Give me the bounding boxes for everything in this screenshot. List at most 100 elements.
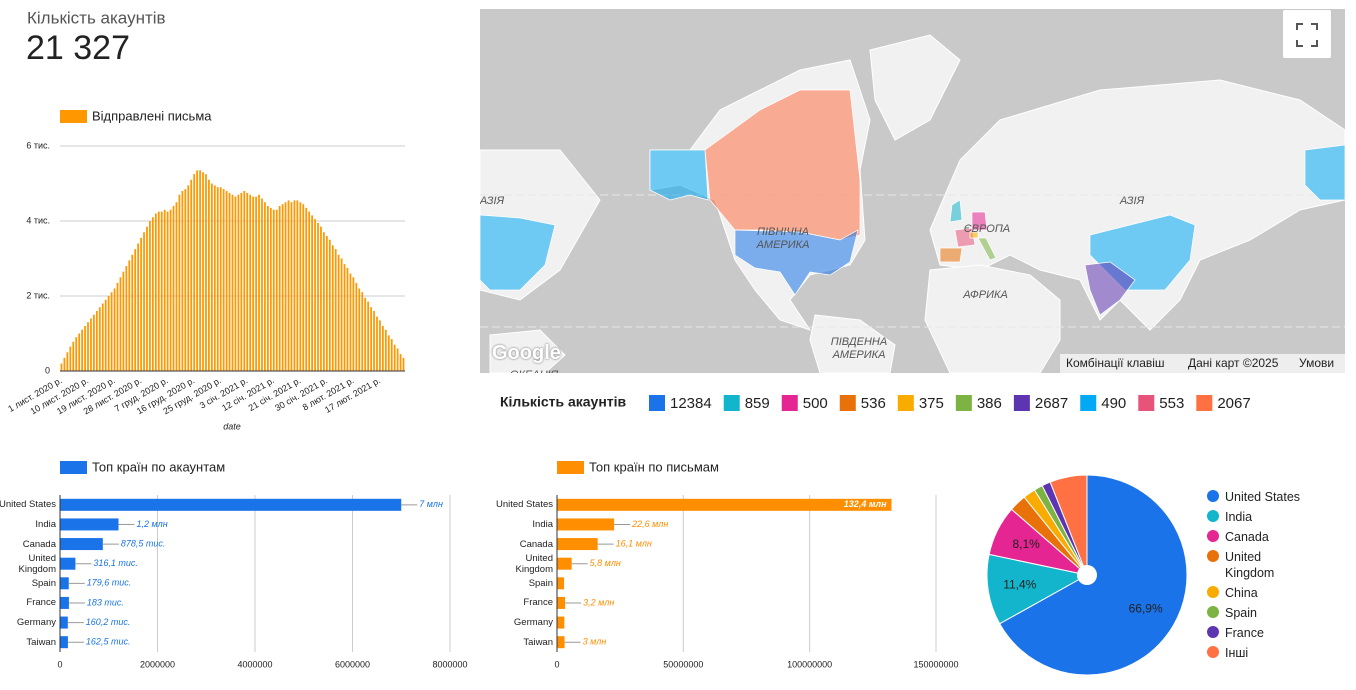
value-label: 162,5 тис. [86,637,131,647]
bar [231,194,234,371]
bar [101,303,104,371]
bar [290,202,293,371]
value-label: 132,4 млн [844,499,887,509]
legend-swatch [557,461,584,474]
bar [249,194,252,371]
bar [269,207,272,371]
bar [323,232,325,371]
bar [146,226,148,371]
bar [557,518,615,531]
bar [134,249,137,371]
value-label: 183 тис. [87,597,124,607]
legend-swatch [781,395,798,411]
x-tick-label: 100000000 [787,659,832,669]
legend-label: 386 [977,395,1002,412]
legend-swatch [1013,395,1030,411]
legend-label: Відправлені письма [92,108,212,123]
bar [208,179,210,371]
bar [382,326,384,371]
bar [107,296,110,371]
bar [205,174,207,371]
legend-label: United Kingdom [1225,550,1275,580]
value-label: 160,2 тис. [86,617,131,627]
x-tick-label: 0 [57,659,62,669]
bar [113,288,116,371]
bar [104,299,107,371]
bar [60,518,119,531]
value-label: 66,9% [1129,602,1163,616]
region-label: АФРИКА [963,289,1008,301]
bar [379,320,381,371]
map-land [489,329,566,374]
bar [196,170,198,371]
scorecard-value: 21 327 [26,29,130,67]
value-label: 22,6 млн [631,519,668,529]
map-country [949,199,963,223]
bar [320,226,322,371]
bar [302,204,305,371]
bar [305,207,308,371]
y-tick-label: India [532,518,553,530]
y-tick-label: Canada [22,538,56,550]
bar [557,557,572,570]
x-tick-label: 0 [554,659,559,669]
legend-label: France [1225,626,1264,640]
bar [169,209,172,371]
bar [376,316,378,371]
region-label: ОКЕАНІЯ [504,369,564,373]
bar [110,292,113,371]
bar [402,357,405,371]
y-tick-label: United Kingdom [515,552,554,575]
bar [210,183,213,371]
legend-label: Spain [1225,606,1257,620]
fullscreen-button[interactable] [1283,10,1331,58]
legend-label: 2687 [1035,395,1068,412]
bar [166,211,169,371]
bar [60,363,63,371]
legend-dot [1207,606,1219,618]
bar [84,326,86,371]
bar [119,277,122,371]
pie-hole [1077,565,1097,585]
bar [331,245,334,371]
region-label: АЗІЯ [1119,195,1145,207]
bar [557,596,566,609]
bar [228,192,231,371]
bar [234,196,237,371]
bar [237,194,240,371]
value-label: 16,1 млн [616,538,652,548]
legend-label: 553 [1159,395,1184,412]
bar [75,337,78,371]
map-land [924,264,1061,374]
pie-slice [1049,474,1088,576]
bar [308,211,311,371]
x-tick-label: 4000000 [237,659,272,669]
region-label: АЗІЯ [480,195,505,207]
legend-label: 12384 [670,395,712,412]
legend-dot [1207,646,1219,658]
attribution-bar [1060,354,1345,373]
bar [358,288,361,371]
bar [163,209,166,371]
bar [352,277,355,371]
bar [72,341,75,371]
map-country [977,237,997,261]
bar [246,192,249,371]
bar [557,577,565,590]
bar [90,318,92,371]
bar [152,217,154,371]
bar [390,339,393,371]
bar [60,616,68,629]
bar [284,202,287,371]
y-tick-label: France [26,597,56,609]
legend-dot [1207,530,1219,542]
legend-swatch [955,395,972,411]
x-tick-label: 50000000 [663,659,703,669]
legend-dot [1207,586,1219,598]
y-tick-label: United Kingdom [18,552,57,575]
bar [252,196,255,371]
pie-slice [986,553,1089,625]
bar [361,292,364,371]
map-labels: АЗІЯ АЗІЯ ПІВНІЧНА АМЕРИКА ЄВРОПА АФРИКА ПІВД… [480,9,1345,373]
region-label: ПІВНІЧНА АМЕРИКА [756,226,810,251]
